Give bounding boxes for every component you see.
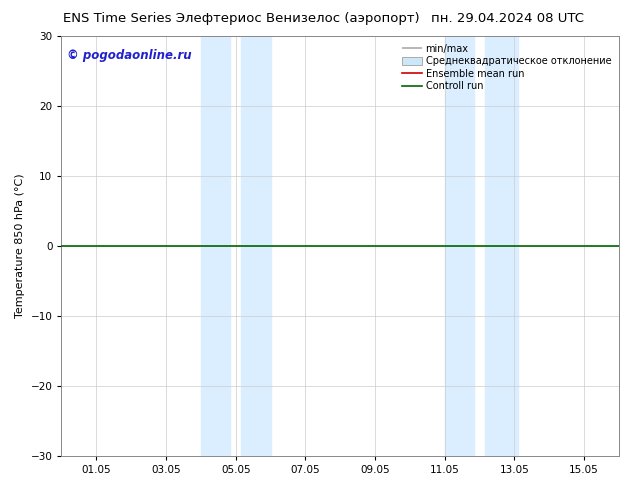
Bar — [485, 36, 518, 456]
Text: ENS Time Series Элефтериос Венизелос (аэропорт): ENS Time Series Элефтериос Венизелос (аэ… — [63, 12, 419, 25]
Text: пн. 29.04.2024 08 UTC: пн. 29.04.2024 08 UTC — [430, 12, 584, 25]
Bar — [241, 36, 271, 456]
Bar — [445, 36, 474, 456]
Bar — [201, 36, 231, 456]
Text: © pogodaonline.ru: © pogodaonline.ru — [67, 49, 191, 62]
Legend: min/max, Среднеквадратическое отклонение, Ensemble mean run, Controll run: min/max, Среднеквадратическое отклонение… — [399, 41, 614, 94]
Y-axis label: Temperature 850 hPa (°C): Temperature 850 hPa (°C) — [15, 174, 25, 318]
